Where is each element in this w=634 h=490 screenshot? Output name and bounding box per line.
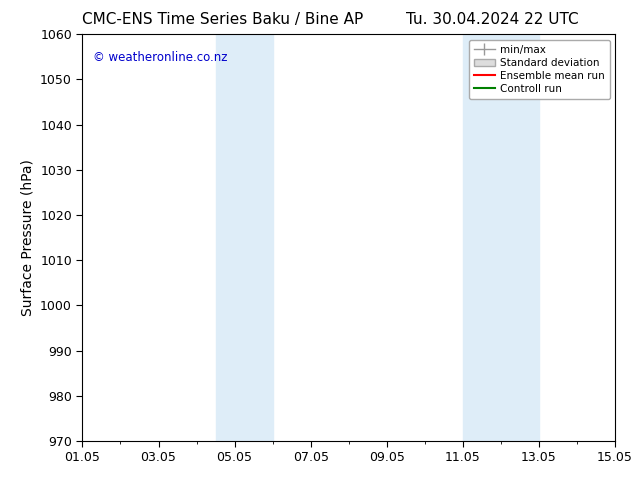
Bar [463, 34, 539, 441]
Text: © weatheronline.co.nz: © weatheronline.co.nz [93, 50, 228, 64]
Legend: min/max, Standard deviation, Ensemble mean run, Controll run: min/max, Standard deviation, Ensemble me… [469, 40, 610, 99]
Text: CMC-ENS Time Series Baku / Bine AP: CMC-ENS Time Series Baku / Bine AP [82, 12, 364, 27]
Y-axis label: Surface Pressure (hPa): Surface Pressure (hPa) [20, 159, 35, 316]
Bar [216, 34, 273, 441]
Text: Tu. 30.04.2024 22 UTC: Tu. 30.04.2024 22 UTC [406, 12, 578, 27]
